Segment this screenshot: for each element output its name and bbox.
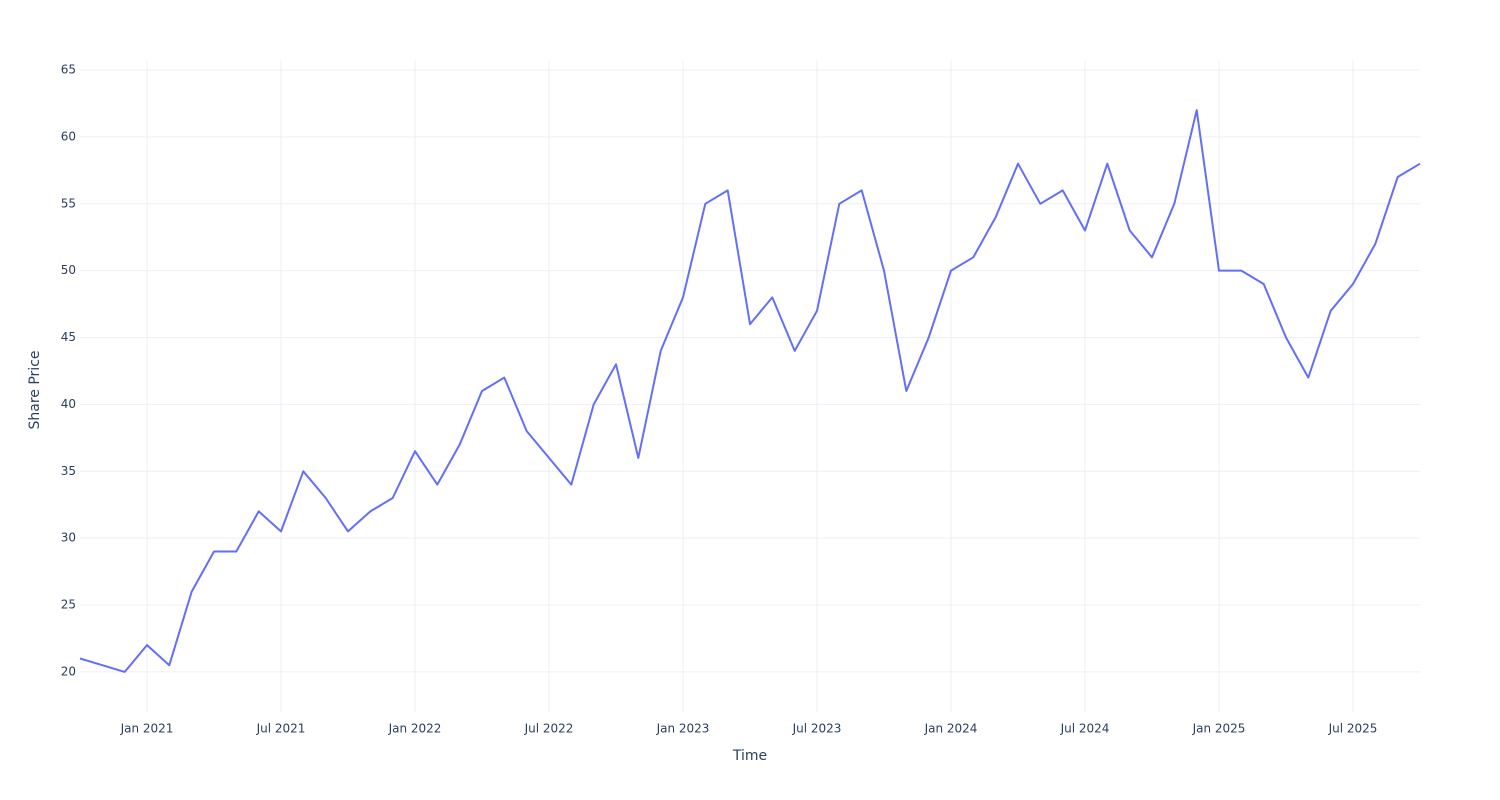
- y-tick-label: 35: [61, 464, 76, 478]
- x-tick-label: Jan 2022: [388, 722, 442, 736]
- x-tick-label: Jul 2023: [792, 722, 842, 736]
- x-tick-label: Jul 2021: [256, 722, 306, 736]
- y-tick-label: 30: [61, 531, 76, 545]
- x-tick-label: Jul 2025: [1328, 722, 1378, 736]
- x-tick-label: Jul 2024: [1060, 722, 1110, 736]
- y-tick-label: 45: [61, 330, 76, 344]
- x-tick-label: Jan 2024: [924, 722, 978, 736]
- y-tick-label: 60: [61, 129, 76, 143]
- y-tick-label: 40: [61, 397, 76, 411]
- y-tick-label: 25: [61, 598, 76, 612]
- x-tick-label: Jan 2021: [120, 722, 174, 736]
- y-axis-label: Share Price: [27, 350, 43, 429]
- x-axis-label: Time: [732, 748, 767, 764]
- x-tick-label: Jul 2022: [524, 722, 574, 736]
- y-tick-label: 50: [61, 263, 76, 277]
- y-tick-label: 65: [61, 63, 76, 77]
- y-tick-label: 55: [61, 196, 76, 210]
- line: [79, 109, 1421, 673]
- y-tick-label: 20: [61, 664, 76, 678]
- x-tick-label: Jan 2023: [656, 722, 710, 736]
- x-tick-label: Jan 2025: [1192, 722, 1246, 736]
